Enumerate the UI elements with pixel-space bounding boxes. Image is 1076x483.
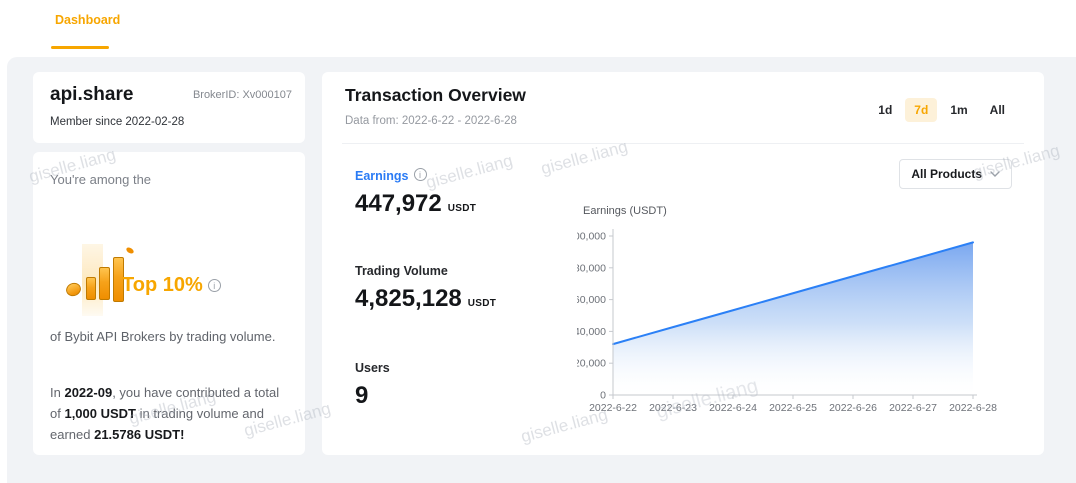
svg-text:0: 0	[600, 390, 606, 402]
summary-earned: 21.5786 USDT!	[94, 427, 185, 442]
stat-users: Users 9	[355, 359, 390, 410]
summary-text: In	[50, 385, 65, 400]
svg-text:60,000: 60,000	[577, 294, 606, 306]
users-metric-tab[interactable]: Users	[355, 361, 390, 375]
time-range-selector: 1d 7d 1m All	[869, 98, 1014, 122]
info-icon[interactable]: i	[413, 168, 427, 181]
header-divider	[342, 143, 1024, 144]
svg-text:100,000: 100,000	[577, 231, 606, 243]
bar-chart-icon-bar	[99, 267, 110, 300]
tab-dashboard[interactable]: Dashboard	[55, 13, 121, 27]
coin-icon	[64, 280, 83, 299]
transaction-overview-card: Transaction Overview Data from: 2022-6-2…	[322, 72, 1044, 455]
product-filter-dropdown[interactable]: All Products	[899, 159, 1012, 189]
users-number: 9	[355, 382, 369, 409]
trading-volume-value: 4,825,128 USDT	[355, 285, 496, 313]
date-range-subtitle: Data from: 2022-6-22 - 2022-6-28	[345, 115, 517, 127]
summary-text: in trading volume and earned	[50, 406, 264, 442]
bar-chart-icon-bar	[86, 277, 96, 300]
svg-text:40,000: 40,000	[577, 326, 606, 338]
summary-text: , you have contributed a total of	[50, 385, 280, 421]
users-value: 9	[355, 382, 390, 410]
range-button-7d[interactable]: 7d	[905, 98, 938, 122]
earnings-number: 447,972	[355, 190, 442, 217]
rank-caption: of Bybit API Brokers by trading volume.	[50, 329, 276, 344]
broker-id: BrokerID: Xv000107	[192, 89, 292, 101]
svg-text:2022-6-28: 2022-6-28	[949, 402, 997, 414]
trading-volume-metric-tab[interactable]: Trading Volume	[355, 264, 448, 278]
rank-percent-label: Top 10% i	[122, 274, 221, 297]
rank-intro-text: You're among the	[50, 172, 152, 187]
svg-text:20,000: 20,000	[577, 358, 606, 370]
rank-bars-icon	[59, 244, 139, 318]
earnings-metric-tab[interactable]: Earnings	[355, 169, 409, 183]
chart-axis-title: Earnings (USDT)	[583, 205, 667, 217]
earnings-area-chart: Earnings (USDT) 100,000 80,000 60,000 40,00…	[577, 203, 1047, 428]
svg-text:2022-6-24: 2022-6-24	[709, 402, 757, 414]
range-button-1m[interactable]: 1m	[941, 98, 976, 122]
tab-active-underline	[51, 46, 109, 49]
range-button-all[interactable]: All	[981, 98, 1014, 122]
rank-percent-text: Top 10%	[122, 274, 203, 296]
chevron-down-icon	[990, 171, 1000, 177]
earnings-unit: USDT	[447, 203, 477, 214]
stat-earnings: Earnings i 447,972 USDT	[355, 167, 476, 218]
trading-volume-unit: USDT	[467, 298, 497, 309]
spark-dot-icon	[125, 246, 135, 255]
summary-volume: 1,000 USDT	[64, 406, 137, 421]
rank-card: You're among the Top 10% i of Bybit API B…	[33, 152, 305, 455]
top-nav-bar: Dashboard	[0, 0, 1076, 57]
svg-text:2022-6-26: 2022-6-26	[829, 402, 877, 414]
chart-canvas: 100,00080,00060,00040,00020,00002022-6-2…	[577, 229, 997, 414]
svg-text:2022-6-23: 2022-6-23	[649, 402, 697, 414]
broker-name: api.share	[50, 84, 134, 105]
stat-trading-volume: Trading Volume 4,825,128 USDT	[355, 262, 496, 313]
product-filter-value: All Products	[911, 167, 982, 181]
summary-month: 2022-09	[64, 385, 113, 400]
page-title: Transaction Overview	[345, 85, 526, 105]
svg-text:2022-6-27: 2022-6-27	[889, 402, 937, 414]
svg-text:80,000: 80,000	[577, 262, 606, 274]
broker-profile-card: api.share BrokerID: Xv000107 Member sinc…	[33, 72, 305, 143]
svg-text:2022-6-25: 2022-6-25	[769, 402, 817, 414]
trading-volume-number: 4,825,128	[355, 285, 462, 312]
member-since: Member since 2022-02-28	[50, 116, 185, 128]
range-button-1d[interactable]: 1d	[869, 98, 901, 122]
bar-chart-icon-bar	[113, 257, 124, 302]
svg-text:2022-6-22: 2022-6-22	[589, 402, 637, 414]
earnings-value: 447,972 USDT	[355, 190, 476, 218]
info-icon[interactable]: i	[207, 279, 221, 292]
rank-summary: In 2022-09, you have contributed a total…	[50, 382, 292, 445]
